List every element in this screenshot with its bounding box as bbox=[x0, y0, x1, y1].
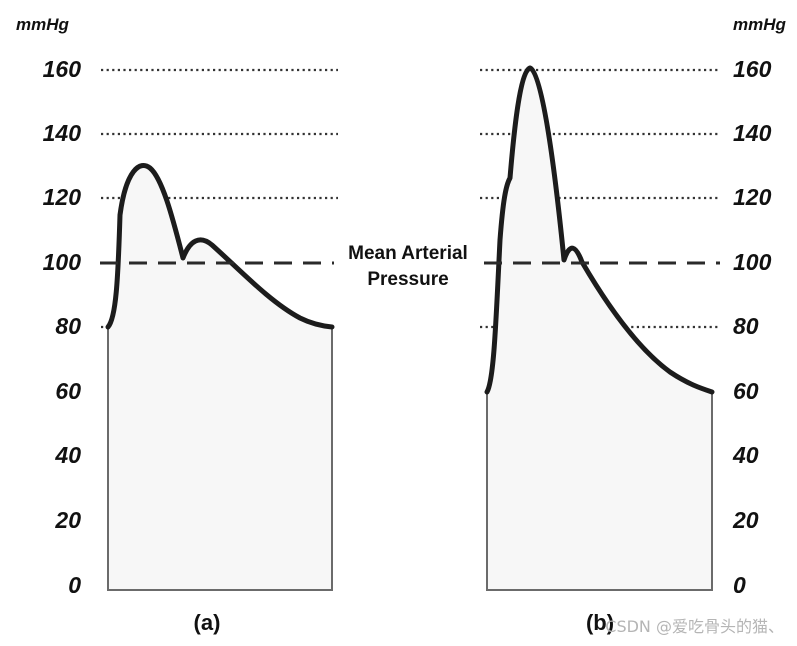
left-tick-40: 40 bbox=[54, 442, 81, 468]
waveform-a-pressure-curve bbox=[105, 163, 335, 330]
waveform-a-outline bbox=[107, 327, 333, 591]
map-label-line-1: Mean Arterial bbox=[348, 243, 468, 264]
right-tick-160: 160 bbox=[733, 56, 772, 82]
left-tick-160: 160 bbox=[43, 56, 82, 82]
left-axis-ticks: 0 20 40 60 80 100 120 140 160 bbox=[43, 56, 82, 598]
right-tick-140: 140 bbox=[733, 120, 772, 146]
right-axis-ticks: 0 20 40 60 80 100 120 140 160 bbox=[732, 56, 772, 598]
waveform-b-area bbox=[487, 68, 712, 590]
left-tick-80: 80 bbox=[55, 313, 81, 339]
right-tick-100: 100 bbox=[733, 249, 772, 275]
left-tick-0: 0 bbox=[68, 572, 81, 598]
right-tick-60: 60 bbox=[733, 378, 759, 404]
watermark-text: CSDN @爱吃骨头的猫、 bbox=[605, 617, 784, 636]
right-unit-label: mmHg bbox=[733, 15, 787, 34]
right-tick-0: 0 bbox=[733, 572, 746, 598]
waveform-b bbox=[484, 65, 715, 591]
left-tick-100: 100 bbox=[43, 249, 82, 275]
waveform-b-outline bbox=[486, 392, 713, 591]
right-tick-80: 80 bbox=[733, 313, 759, 339]
waveform-b-pressure-curve bbox=[484, 65, 715, 395]
right-tick-120: 120 bbox=[733, 184, 772, 210]
panel-label-a: (a) bbox=[194, 610, 221, 635]
right-tick-40: 40 bbox=[732, 442, 759, 468]
waveform-a-area bbox=[108, 165, 332, 591]
left-tick-140: 140 bbox=[43, 120, 82, 146]
left-tick-60: 60 bbox=[55, 378, 81, 404]
left-tick-120: 120 bbox=[43, 184, 82, 210]
waveform-a bbox=[105, 163, 335, 591]
left-unit-label: mmHg bbox=[16, 15, 70, 34]
panel-label-b: (b) bbox=[586, 610, 614, 635]
right-tick-20: 20 bbox=[732, 507, 759, 533]
map-label-line-2: Pressure bbox=[367, 269, 448, 290]
left-tick-20: 20 bbox=[54, 507, 81, 533]
